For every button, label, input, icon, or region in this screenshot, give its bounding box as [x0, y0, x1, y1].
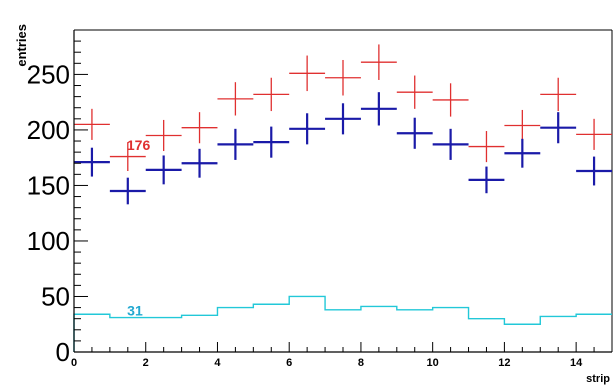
histogram-layer [73, 295, 612, 352]
data-point-series0-13 [540, 77, 577, 112]
data-point-series1-0 [74, 147, 110, 177]
x-axis-title: strip [586, 373, 610, 385]
y-tick-label: 200 [27, 115, 70, 145]
x-tick-label: 6 [286, 357, 292, 369]
data-point-series1-9 [396, 117, 433, 149]
data-point-series0-2 [145, 119, 182, 152]
data-point-series1-1 [109, 177, 146, 205]
data-point-series1-4 [217, 128, 254, 160]
data-point-series0-14 [576, 118, 612, 150]
data-point-series0-11 [468, 131, 505, 163]
data-point-series0-3 [181, 112, 218, 144]
x-tick-label: 14 [570, 357, 583, 369]
data-point-series0-4 [217, 82, 254, 116]
data-point-series1-2 [145, 155, 182, 185]
y-tick-label: 50 [41, 281, 70, 311]
plot-frame [74, 29, 613, 352]
data-point-series0-12 [504, 109, 541, 142]
x-tick-label: 4 [214, 357, 221, 369]
x-tick-label: 10 [427, 357, 439, 369]
y-axis-title: entries [14, 24, 29, 67]
data-point-series1-12 [504, 138, 541, 168]
data-point-series1-11 [468, 166, 505, 194]
data-point-series0-9 [396, 75, 433, 109]
data-point-series1-7 [325, 103, 361, 135]
axes-layer [73, 29, 613, 353]
y-tick-label: 150 [27, 170, 70, 200]
x-tick-label: 0 [71, 357, 77, 369]
data-point-series0-6 [289, 55, 326, 92]
data-point-series0-0 [74, 108, 110, 140]
points-layer [74, 44, 612, 205]
data-point-series0-10 [432, 83, 469, 117]
x-tick-label: 12 [498, 357, 510, 369]
data-point-series0-7 [325, 59, 361, 96]
data-point-series1-8 [360, 92, 397, 126]
data-point-series1-13 [540, 112, 577, 144]
annotation-label-1: 31 [127, 302, 143, 318]
data-point-series1-10 [432, 128, 469, 160]
data-point-series1-5 [253, 126, 290, 158]
labels-layer: 0 2 4 6 8 10 12 14 0 50 100 150 200 250 strip entries 17… [14, 24, 610, 385]
data-point-series0-1 [109, 142, 146, 172]
annotation-label-0: 176 [127, 137, 151, 153]
data-point-series0-8 [360, 44, 397, 80]
data-point-series0-5 [253, 77, 290, 112]
data-point-series1-6 [289, 113, 326, 145]
y-tick-label: 100 [27, 226, 70, 256]
data-point-series1-3 [181, 148, 218, 178]
histogram-series-2 [73, 295, 612, 352]
x-tick-label: 8 [358, 357, 364, 369]
data-point-series1-14 [576, 156, 612, 186]
y-tick-label: 250 [27, 59, 70, 89]
x-tick-label: 2 [143, 357, 149, 369]
y-tick-label: 0 [56, 337, 70, 367]
